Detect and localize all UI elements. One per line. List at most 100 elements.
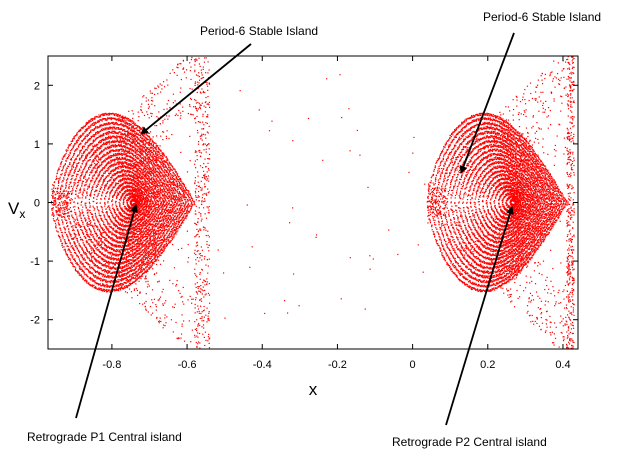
region-p1-point (141, 170, 143, 172)
region-p1-point (138, 162, 140, 164)
region-p1-point (149, 209, 151, 211)
region-p1-point (111, 189, 113, 191)
region-p1-point (113, 223, 115, 225)
region-p1-point (128, 183, 130, 185)
region-p1-point (82, 223, 84, 225)
region-p1-point (123, 187, 125, 190)
region-p1-point (104, 160, 106, 162)
region-p1-point (137, 161, 139, 163)
region-p1-point (118, 168, 120, 170)
region-p1-point (113, 239, 116, 241)
region-p1-point (112, 149, 114, 151)
region-p1-point (95, 177, 97, 179)
region-p1-point (139, 223, 142, 226)
region-p1-point (128, 206, 130, 208)
region-p1-point (120, 237, 123, 239)
region-p1-point (155, 196, 157, 198)
region-p1-point (150, 182, 152, 184)
region-p1-point (111, 231, 113, 233)
region-p1-point (105, 212, 107, 214)
region-p1-point (112, 248, 114, 250)
region-p1-point (146, 236, 148, 238)
region-p1-point (123, 185, 125, 188)
region-p1-point (126, 202, 128, 204)
region-p1-point (101, 252, 104, 254)
region-p1-point (108, 198, 110, 200)
region-p1-point (112, 207, 114, 209)
region-p1-point (158, 200, 160, 203)
region-p1-point (92, 217, 94, 219)
region-p1-point (111, 205, 113, 207)
region-p1-point (132, 167, 135, 169)
region-p1-point (159, 217, 161, 219)
region-p1-point (121, 220, 123, 222)
region-p1-point (117, 161, 119, 163)
region-p1-point (141, 183, 143, 186)
region-p1-point (102, 168, 104, 171)
region-p1-point (139, 177, 141, 179)
region-p1-point (145, 235, 147, 238)
region-p1-point (129, 148, 131, 150)
region-p1-point (130, 161, 132, 163)
region-p1-point (145, 201, 147, 203)
region-p1-point (125, 224, 127, 226)
region-p1-point (109, 150, 112, 152)
region-p1-point (155, 184, 157, 187)
region-p1-point (109, 219, 112, 221)
region-p1-point (127, 225, 129, 227)
region-p1-point (125, 260, 127, 262)
region-p1-point (123, 153, 125, 156)
region-p1-point (133, 241, 135, 244)
region-p1-point (116, 245, 118, 248)
region-p1-point (94, 180, 97, 182)
region-p1-point (158, 180, 160, 182)
region-p1-point (171, 207, 173, 210)
region-p1-point (151, 164, 153, 166)
region-p1-point (156, 170, 158, 173)
region-p1-point (129, 201, 131, 203)
region-p1-point (139, 207, 141, 209)
region-p1-point (134, 203, 136, 205)
region-p1-point (149, 241, 151, 243)
region-p1-point (173, 198, 175, 200)
region-p1-point (116, 176, 118, 178)
region-p1-point (118, 228, 120, 230)
region-p1-point (144, 182, 147, 184)
region-p1-point (131, 192, 134, 194)
region-p1-point (137, 164, 139, 167)
region-p1-point (106, 228, 108, 230)
region-p1-point (130, 163, 132, 165)
region-p1-point (108, 231, 111, 233)
region-p1-point (108, 261, 111, 263)
region-p1-point (120, 228, 123, 230)
region-p1-point (115, 189, 117, 192)
region-p1-point (156, 230, 158, 232)
region-p1-point (147, 221, 150, 223)
region-p1-point (109, 226, 111, 228)
region-p1-point (123, 161, 126, 163)
region-p1-point (163, 197, 165, 199)
region-p1-point (152, 225, 154, 227)
region-p1-point (132, 197, 135, 199)
region-p1-point (159, 183, 161, 185)
region-p1-point (110, 151, 112, 153)
region-p1-point (163, 185, 165, 187)
region-p1-point (111, 164, 113, 166)
region-p1-point (111, 249, 113, 251)
region-p1-point (120, 213, 122, 215)
region-p1-point (120, 184, 122, 186)
region-p1-point (95, 215, 97, 218)
region-p1-point (137, 196, 139, 198)
region-p1-point (114, 185, 116, 187)
region-p1-point (119, 144, 122, 146)
region-p1-point (145, 180, 147, 183)
region-p1-point (155, 217, 157, 219)
region-p1-point (119, 218, 122, 220)
region-p1-point (125, 245, 127, 247)
region-p1-point (90, 238, 92, 241)
region-p1-point (151, 240, 153, 242)
region-p1-point (170, 198, 172, 200)
region-p1-point (145, 247, 147, 249)
region-p1-point (84, 228, 87, 230)
region-p1-point (153, 184, 155, 186)
